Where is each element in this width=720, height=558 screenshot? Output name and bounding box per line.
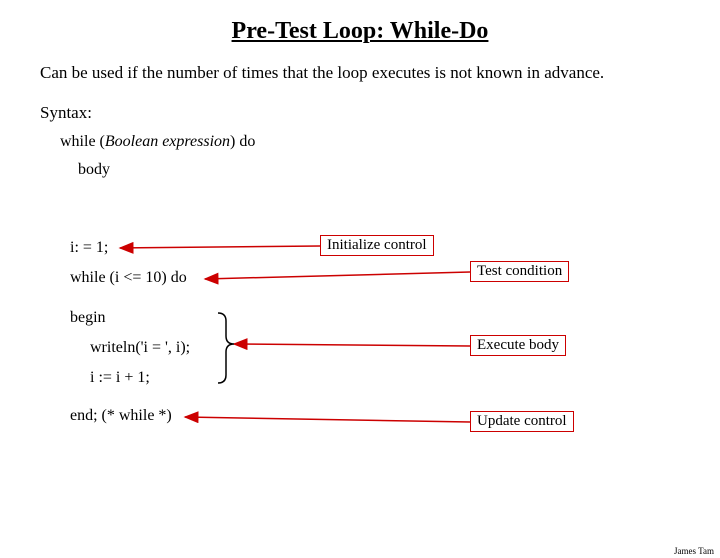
footer-author: James Tam [674,546,714,556]
code-line-init: i: = 1; [70,239,108,257]
description-text: Can be used if the number of times that … [40,63,680,83]
syntax-line: while (Boolean expression) do [60,133,720,151]
label-initialize: Initialize control [320,235,434,256]
syntax-do: ) do [230,133,255,150]
code-diagram: i: = 1; while (i <= 10) do begin writeln… [0,239,720,469]
syntax-body: body [78,161,720,179]
code-line-end: end; (* while *) [70,407,172,425]
syntax-label: Syntax: [40,103,720,123]
code-line-while: while (i <= 10) do [70,269,187,287]
code-line-begin: begin [70,309,106,327]
label-test: Test condition [470,261,569,282]
code-line-incr: i := i + 1; [90,369,150,387]
syntax-while: while ( [60,133,105,150]
label-update: Update control [470,411,574,432]
syntax-expr: Boolean expression [105,133,230,150]
page-title: Pre-Test Loop: While-Do [0,18,720,45]
label-execute: Execute body [470,335,566,356]
code-line-writeln: writeln('i = ', i); [90,339,190,357]
